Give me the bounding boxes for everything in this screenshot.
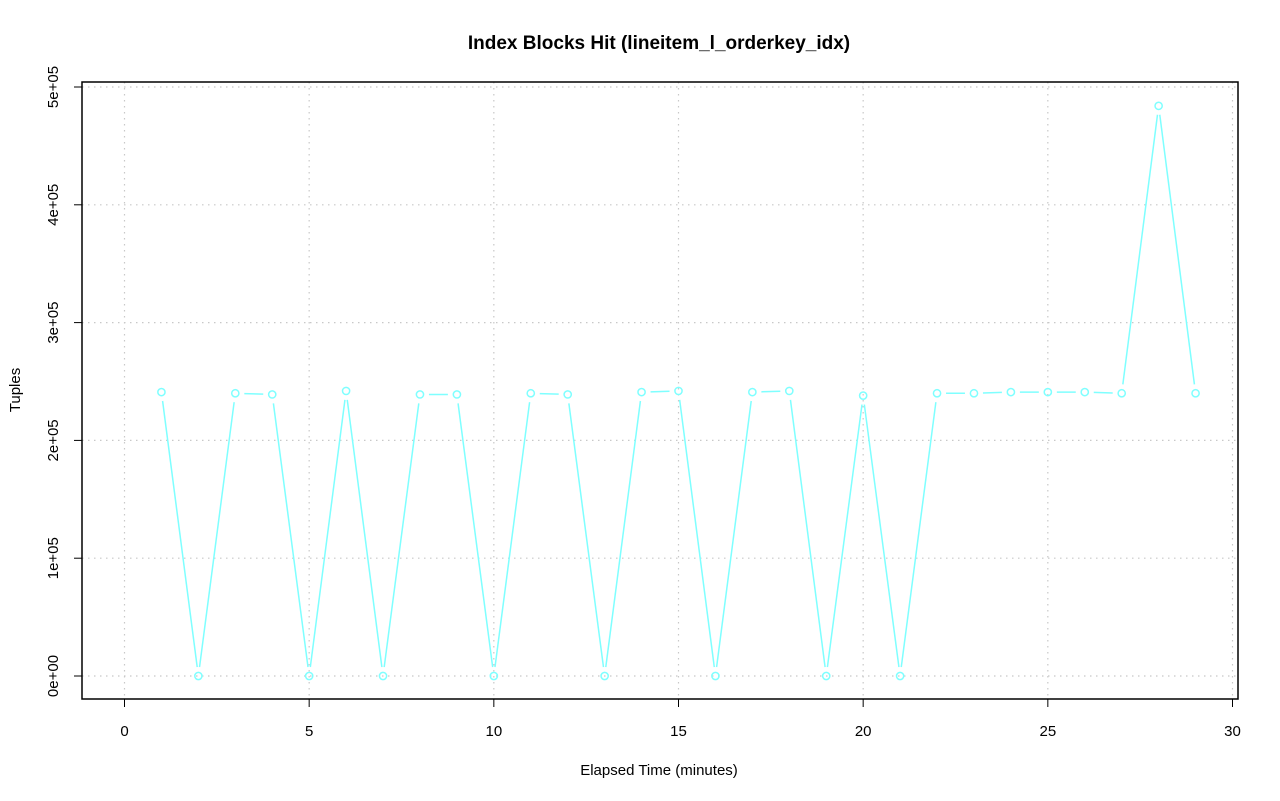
series-segment: [568, 403, 605, 668]
data-point: [858, 391, 868, 400]
x-tick-label: 20: [855, 723, 872, 740]
chart-title: Index Blocks Hit (lineitem_l_orderkey_id…: [468, 33, 850, 54]
x-tick-label: 15: [670, 723, 687, 740]
plot-frame: [81, 81, 1239, 700]
data-point: [526, 388, 536, 398]
data-point: [341, 386, 351, 396]
data-point: [600, 671, 609, 681]
y-tick-label: 5e+05: [45, 66, 62, 108]
x-tick-label: 30: [1224, 723, 1241, 740]
series-segment: [863, 404, 900, 668]
series-segment: [272, 403, 309, 668]
data-point: [1006, 387, 1016, 397]
series-line: [157, 101, 1200, 681]
data-point: [1043, 387, 1053, 397]
y-tick-label: 4e+05: [45, 184, 62, 226]
series-segment: [244, 392, 264, 395]
data-point: [711, 671, 720, 681]
data-point: [821, 671, 831, 681]
series-segment: [900, 402, 937, 668]
y-tick-label: 1e+05: [45, 537, 62, 579]
data-point: [489, 671, 499, 681]
data-point: [748, 387, 757, 397]
series-segment: [1122, 114, 1159, 385]
data-point: [304, 671, 314, 681]
data-point: [230, 388, 240, 398]
data-point: [415, 390, 425, 399]
data-point: [157, 387, 166, 397]
series-segment: [650, 390, 670, 393]
series-segment: [605, 400, 642, 668]
y-axis-label: Tuples: [7, 368, 24, 412]
data-point: [1080, 387, 1090, 397]
data-point: [969, 388, 979, 398]
data-point: [674, 386, 683, 396]
axes: 0 5 10 15 20 25 30 0e+00 1e+05 2e+05 3e+05 4e+05 5e+…: [45, 66, 1241, 740]
y-tick-label: 0e+00: [45, 655, 62, 697]
series-segment: [198, 402, 235, 668]
x-tick-label: 0: [120, 723, 128, 740]
x-tick-label: 10: [485, 723, 502, 740]
series-segment: [1093, 391, 1113, 394]
series-segment: [789, 399, 826, 668]
x-axis-label: Elapsed Time (minutes): [580, 762, 738, 779]
series-segment: [761, 390, 781, 393]
data-point: [1191, 388, 1200, 398]
data-point: [637, 387, 646, 397]
series-segment: [494, 402, 531, 668]
data-point: [932, 388, 942, 398]
series-segment: [678, 399, 716, 668]
series-segment: [1159, 114, 1196, 385]
series-segment: [457, 403, 494, 668]
data-point: [1154, 101, 1163, 111]
series-segment: [346, 399, 383, 668]
series-segment: [826, 404, 863, 668]
series-segment: [715, 400, 752, 668]
series-segment: [383, 403, 420, 668]
data-point: [378, 671, 388, 681]
x-tick-label: 5: [305, 723, 313, 740]
data-point: [194, 671, 203, 681]
grid: [82, 82, 1238, 699]
y-tick-label: 2e+05: [45, 419, 62, 461]
series-segment: [309, 399, 346, 668]
series-segment: [161, 400, 198, 668]
data-point: [1117, 388, 1127, 398]
series-segment: [982, 391, 1002, 394]
data-point: [452, 390, 462, 399]
x-tick-label: 25: [1039, 723, 1056, 740]
data-point: [267, 390, 277, 399]
y-tick-label: 3e+05: [45, 302, 62, 344]
data-point: [563, 390, 573, 399]
series-segment: [539, 392, 559, 395]
data-point: [784, 386, 794, 396]
data-point: [895, 671, 905, 681]
